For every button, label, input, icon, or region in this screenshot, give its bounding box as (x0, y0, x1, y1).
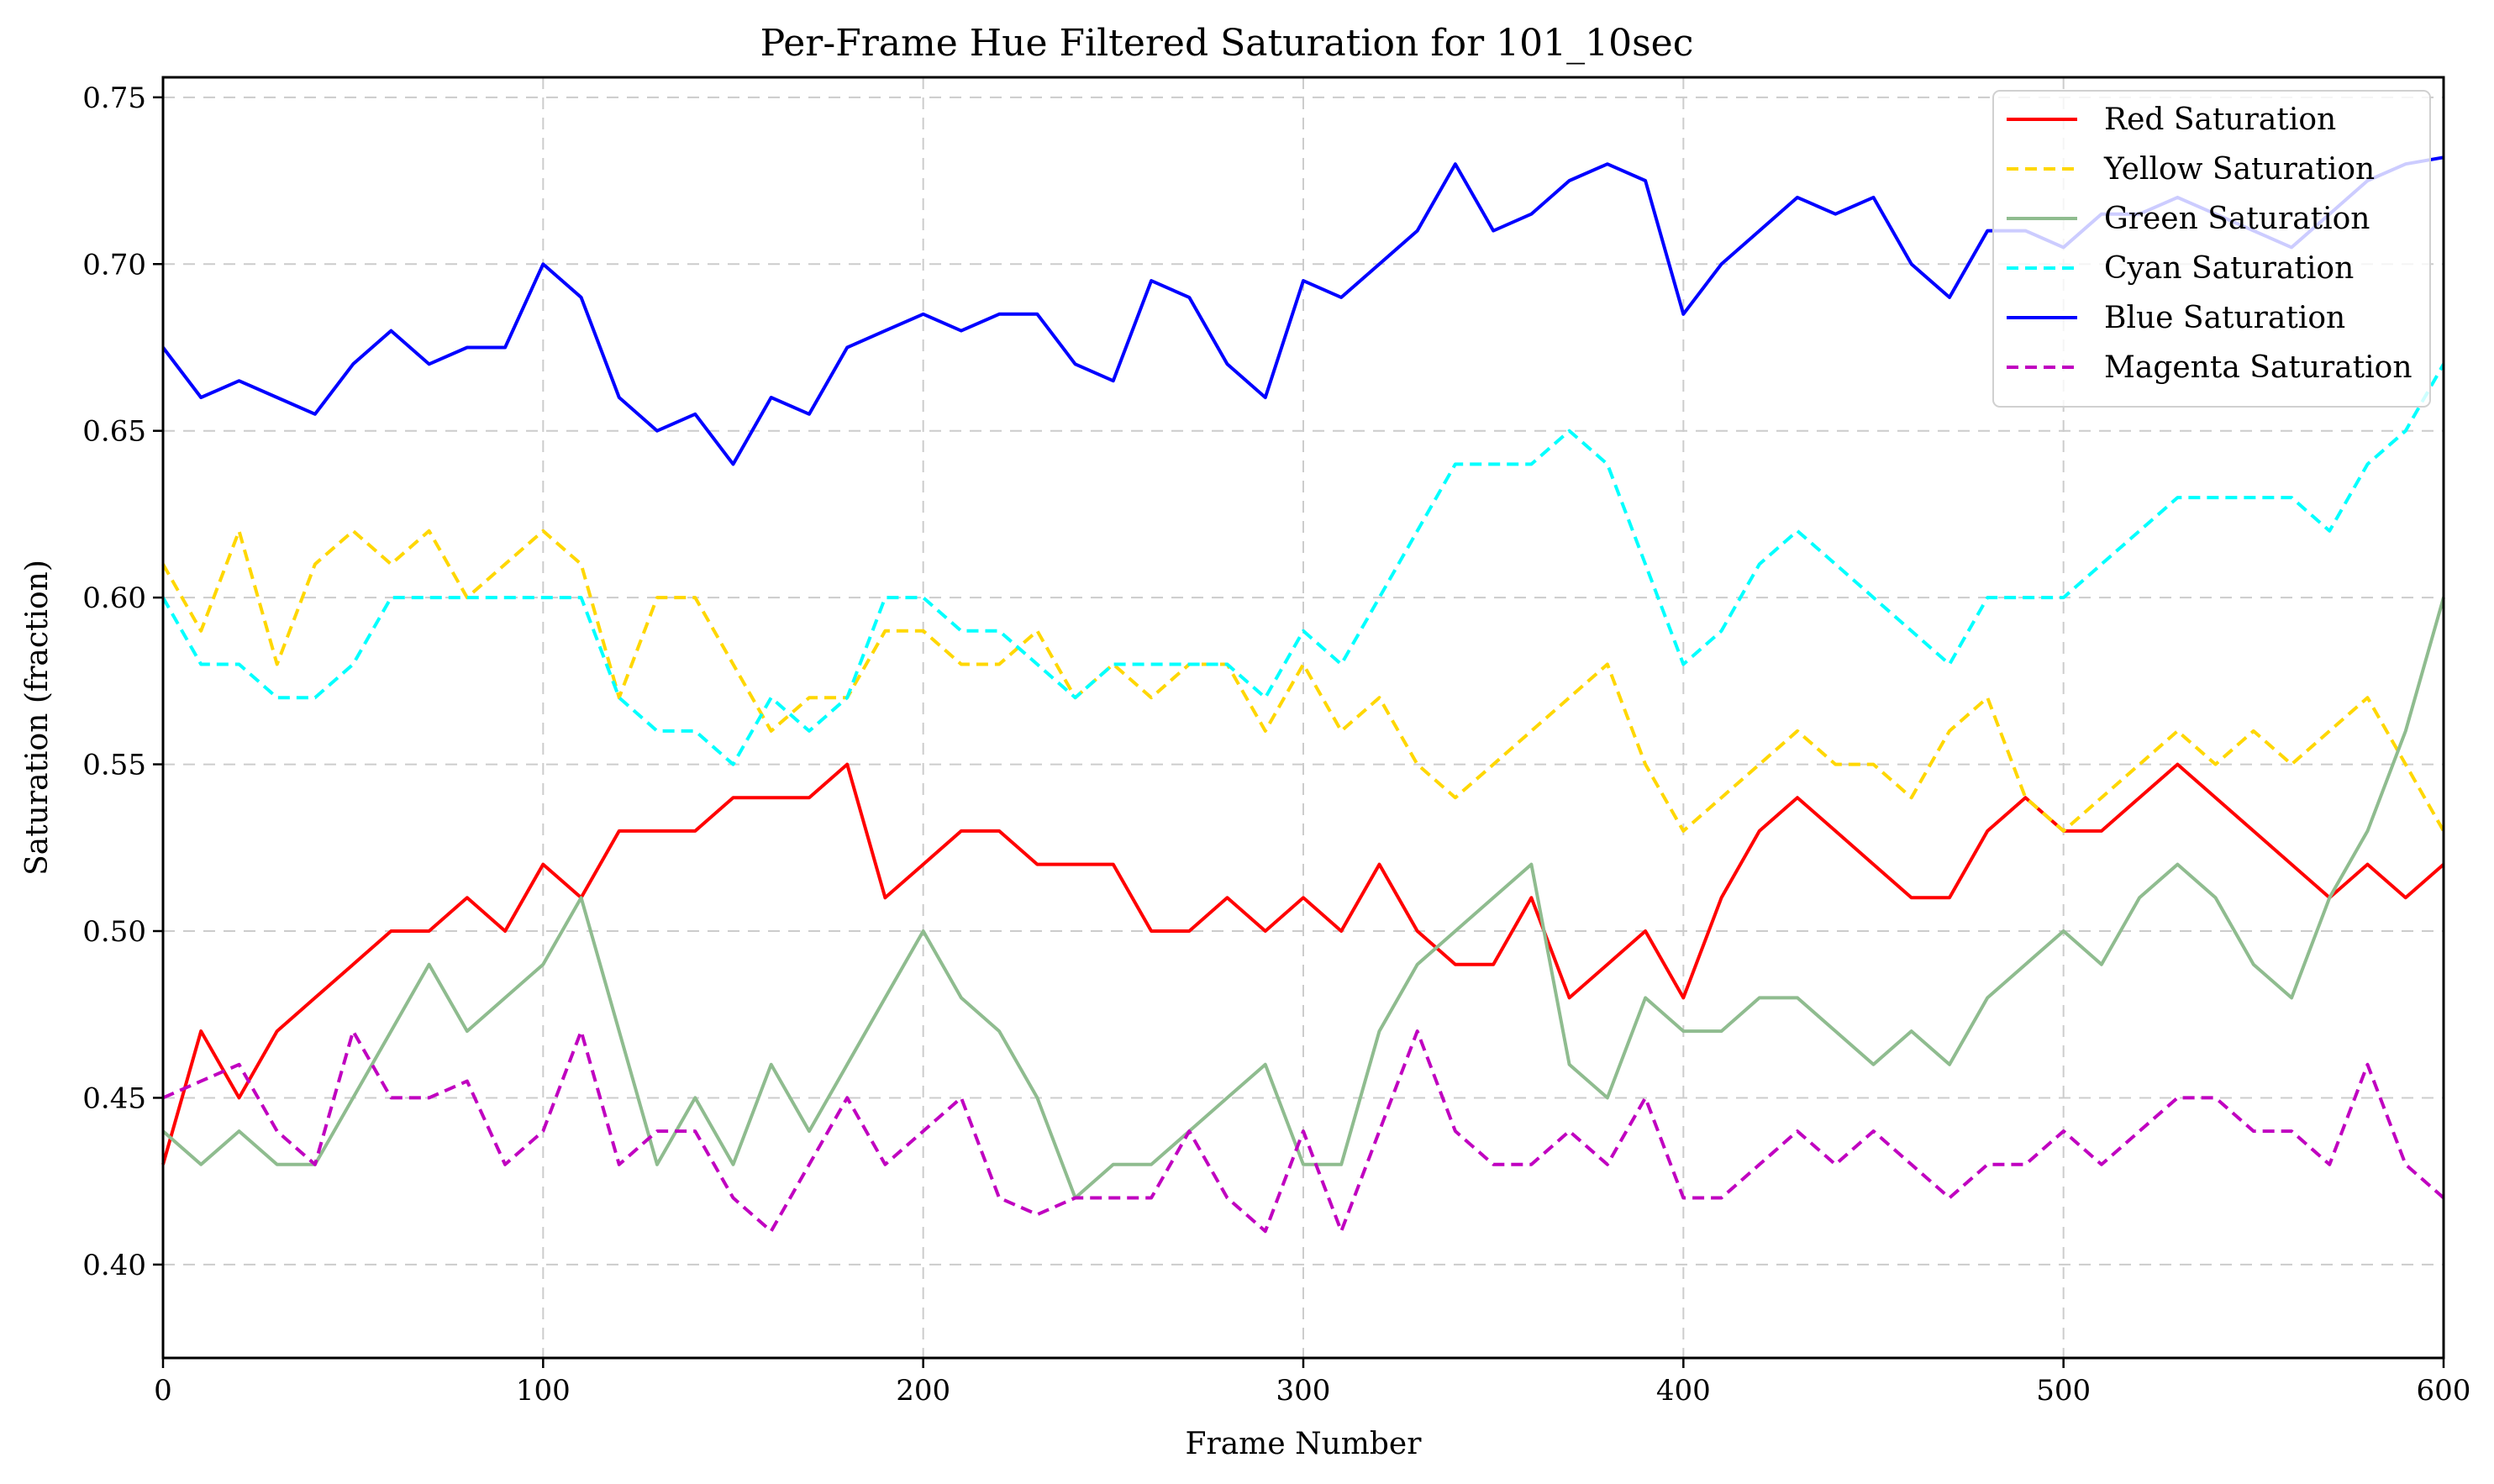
series-line-yellow-saturation (161, 529, 2445, 833)
x-tick-label: 400 (1656, 1374, 1711, 1408)
legend-label: Red Saturation (2104, 103, 2336, 137)
x-tick-label: 500 (2036, 1374, 2091, 1408)
legend-box (1992, 90, 2431, 408)
y-tick-label: 0.75 (82, 82, 146, 115)
y-tick-label: 0.40 (82, 1249, 146, 1282)
legend-label: Cyan Saturation (2104, 251, 2354, 286)
y-tick-label: 0.60 (82, 581, 146, 615)
y-axis-title: Saturation (fraction) (20, 560, 55, 876)
x-tick-label: 0 (154, 1374, 172, 1408)
series-line-magenta-saturation (162, 1029, 2445, 1234)
x-tick-label: 200 (896, 1374, 950, 1408)
x-tick-label: 100 (516, 1374, 571, 1408)
y-tick-label: 0.50 (82, 915, 146, 949)
y-tick-label: 0.70 (82, 248, 146, 282)
chart-title: Per-Frame Hue Filtered Saturation for 10… (760, 22, 1694, 65)
x-tick-label: 300 (1276, 1374, 1331, 1408)
y-tick-label: 0.45 (82, 1081, 146, 1115)
legend: Red Saturation Yellow Saturation Green Sat… (1992, 90, 2431, 408)
y-tick-label: 0.65 (82, 415, 146, 449)
series-line-green-saturation (161, 597, 2445, 1200)
x-tick-label: 600 (2417, 1374, 2471, 1408)
legend-label: Green Saturation (2104, 202, 2370, 236)
x-axis-title: Frame Number (1186, 1427, 1423, 1461)
axis-ticks: 0 100 200 300 400 500 600 0.40 0.45 0.50 0.55 0.60 0… (82, 82, 2470, 1408)
legend-label: Blue Saturation (2104, 301, 2345, 335)
series-lines (161, 155, 2445, 1234)
y-tick-label: 0.55 (82, 749, 146, 782)
legend-label: Yellow Saturation (2103, 152, 2375, 187)
series-line-cyan-saturation (161, 363, 2445, 766)
legend-label: Magenta Saturation (2104, 350, 2412, 385)
